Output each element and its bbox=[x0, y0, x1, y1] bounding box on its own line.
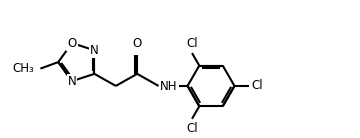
Text: N: N bbox=[90, 44, 99, 57]
Text: Cl: Cl bbox=[252, 79, 264, 92]
Text: NH: NH bbox=[160, 80, 178, 93]
Text: CH₃: CH₃ bbox=[13, 62, 34, 75]
Text: N: N bbox=[68, 75, 76, 88]
Text: O: O bbox=[132, 37, 142, 50]
Text: O: O bbox=[67, 37, 77, 50]
Text: Cl: Cl bbox=[186, 37, 198, 50]
Text: Cl: Cl bbox=[186, 122, 198, 135]
